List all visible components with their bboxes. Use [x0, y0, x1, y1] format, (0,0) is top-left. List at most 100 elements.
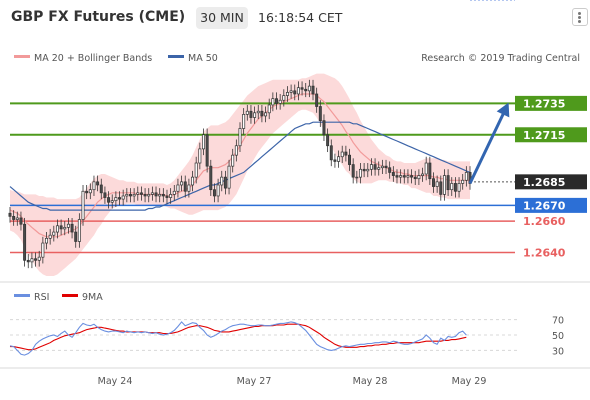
candle-body [300, 87, 304, 90]
candle-body [249, 110, 253, 118]
candle-body [77, 219, 81, 242]
candle-body [45, 237, 48, 244]
candle-body [34, 258, 38, 261]
rsi-lines [9, 0, 515, 356]
ma50-legend-label: MA 50 [188, 53, 218, 64]
price-levels [10, 102, 515, 254]
candle-body [366, 168, 370, 172]
rsi-tick-label-0: 70 [552, 316, 564, 327]
candle-body [340, 151, 344, 158]
candle-body [461, 179, 465, 184]
level-label-bg-2 [515, 174, 587, 190]
candle-body [209, 165, 213, 191]
candle-body [424, 162, 428, 175]
candle-body [278, 99, 282, 104]
candle-body [132, 194, 136, 197]
level-label-5: 1.2640 [523, 246, 566, 259]
candle-body [384, 165, 388, 169]
candle-body [380, 165, 384, 169]
candle-body [8, 212, 12, 217]
candle-body [176, 184, 180, 192]
candle-body [446, 175, 450, 191]
candle-body [402, 175, 406, 178]
level-labels: 1.2735 1.2715 1.2685 1.2670 1.2660 1.2640 [515, 95, 587, 259]
candle-body [85, 190, 89, 194]
timeframe-badge[interactable]: 30 MIN [196, 7, 248, 29]
candle-body [234, 145, 238, 156]
candle-body [212, 189, 216, 197]
candle-body [205, 134, 209, 167]
menu-dots-icon[interactable] [572, 8, 588, 26]
candle-body [52, 231, 56, 236]
timestamp: 16:18:54 CET [258, 10, 343, 25]
candle-body [187, 184, 191, 192]
candle-body [161, 194, 165, 197]
candle-body [256, 110, 260, 114]
candle-body [304, 88, 308, 92]
candle-body [245, 110, 249, 115]
candle-body [428, 162, 432, 180]
ma9-legend-swatch [62, 294, 78, 297]
candle-body [267, 104, 271, 114]
candle-body [63, 227, 67, 230]
credit-text: Research © 2019 Trading Central [421, 53, 580, 64]
candle-body [435, 181, 439, 187]
x-axis-ticks: May 24 May 27 May 28 May 29 [98, 376, 487, 387]
candle-body [358, 168, 362, 178]
candle-body [410, 175, 414, 178]
candle-body [147, 194, 151, 197]
candle-body [282, 95, 286, 101]
rsi-axis-ticks: 70 50 30 [552, 316, 564, 358]
ma20-legend-swatch [14, 55, 30, 58]
candle-body [30, 258, 34, 263]
candle-body [165, 195, 169, 198]
candle-body [223, 176, 227, 189]
candle-body [417, 175, 421, 180]
candle-body [158, 194, 162, 197]
candle-body [55, 225, 59, 233]
candle-body [198, 148, 202, 164]
candle-body [220, 176, 224, 186]
candle-body [307, 85, 311, 92]
candle-body [275, 98, 278, 104]
candle-body [439, 181, 443, 195]
candle-body [103, 192, 107, 198]
arrow-shaft [468, 107, 508, 185]
candle-body [88, 189, 92, 194]
chart-title: GBP FX Futures (CME) [11, 9, 186, 25]
ma50-line [9, 121, 471, 211]
candle-body [421, 173, 425, 176]
candle-body [66, 223, 70, 228]
candle-body [337, 156, 341, 162]
candle-body [238, 128, 242, 147]
candle-body [260, 110, 264, 117]
chart-header: GBP FX Futures (CME) 30 MIN 16:18:54 CET [0, 0, 590, 36]
candle-body [322, 120, 326, 136]
candle-body [399, 175, 403, 178]
level-label-1: 1.2715 [523, 129, 565, 142]
candle-body [41, 242, 45, 258]
candle-body [311, 85, 315, 95]
candle-body [121, 195, 125, 200]
candle-body [227, 165, 231, 189]
candle-body [125, 194, 129, 197]
candle-body [12, 216, 16, 220]
candle-body [457, 183, 461, 192]
candle-body [333, 159, 337, 162]
candle-body [180, 181, 184, 186]
level-label-bg-1 [515, 127, 587, 143]
candle-body [172, 190, 176, 195]
candle-body [114, 197, 118, 202]
candle-body [242, 114, 246, 129]
candle-body [271, 98, 275, 106]
arrow-head [496, 102, 510, 118]
candle-body [406, 175, 410, 178]
forecast-arrow [468, 102, 510, 185]
candle-body [253, 112, 257, 118]
candle-body [395, 175, 399, 178]
candle-body [355, 176, 359, 179]
rsi-ma9-line [10, 323, 467, 351]
candle-body [107, 197, 111, 203]
x-tick-label-0: May 24 [98, 376, 133, 387]
candle-body [432, 178, 435, 187]
